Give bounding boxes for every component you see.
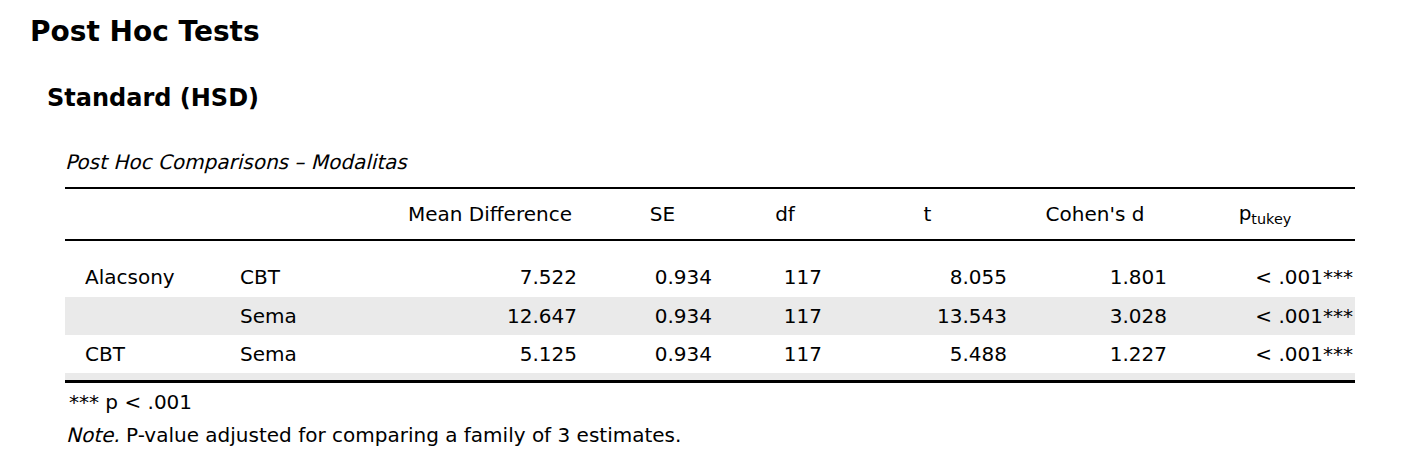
table-header-row: Mean Difference SE df t Cohen's d ptukey xyxy=(65,188,1355,240)
cell-group-a xyxy=(65,297,220,335)
table-row: Alacsony CBT 7.522 0.934 117 8.055 1.801… xyxy=(65,240,1355,297)
cell-group-b: Sema xyxy=(220,335,385,373)
cell-cohens-d: 1.801 xyxy=(1015,240,1175,297)
cell-group-b: CBT xyxy=(220,240,385,297)
header-p-tukey: ptukey xyxy=(1175,188,1355,240)
section-title: Post Hoc Tests xyxy=(30,16,1420,48)
cell-df: 117 xyxy=(730,297,840,335)
cell-cohens-d: 1.227 xyxy=(1015,335,1175,373)
table-caption: Post Hoc Comparisons – Modalitas xyxy=(65,150,1420,174)
note-label: Note. xyxy=(66,423,120,447)
cell-se: 0.934 xyxy=(595,297,730,335)
header-cohens-d: Cohen's d xyxy=(1015,188,1175,240)
table-row: Sema 12.647 0.934 117 13.543 3.028 < .00… xyxy=(65,297,1355,335)
subsection-title: Standard (HSD) xyxy=(47,84,1420,112)
table-bottom-stripe xyxy=(65,373,1355,382)
cell-p-tukey: < .001*** xyxy=(1175,240,1355,297)
header-se: SE xyxy=(595,188,730,240)
cell-t: 5.488 xyxy=(840,335,1015,373)
cell-mean-difference: 7.522 xyxy=(385,240,595,297)
table-row: CBT Sema 5.125 0.934 117 5.488 1.227 < .… xyxy=(65,335,1355,373)
post-hoc-comparisons-table: Mean Difference SE df t Cohen's d ptukey… xyxy=(65,187,1355,383)
cell-df: 117 xyxy=(730,240,840,297)
header-t: t xyxy=(840,188,1015,240)
header-group-a xyxy=(65,188,220,240)
p-subscript: tukey xyxy=(1251,211,1291,227)
significance-footnote: *** p < .001 xyxy=(69,390,1420,414)
cell-t: 13.543 xyxy=(840,297,1015,335)
cell-mean-difference: 12.647 xyxy=(385,297,595,335)
cell-se: 0.934 xyxy=(595,335,730,373)
header-mean-difference: Mean Difference xyxy=(385,188,595,240)
note-footnote: Note. P-value adjusted for comparing a f… xyxy=(66,423,1420,447)
cell-group-a: CBT xyxy=(65,335,220,373)
cell-p-tukey: < .001*** xyxy=(1175,335,1355,373)
cell-p-tukey: < .001*** xyxy=(1175,297,1355,335)
header-df: df xyxy=(730,188,840,240)
cell-se: 0.934 xyxy=(595,240,730,297)
cell-df: 117 xyxy=(730,335,840,373)
cell-group-a: Alacsony xyxy=(65,240,220,297)
cell-cohens-d: 3.028 xyxy=(1015,297,1175,335)
header-group-b xyxy=(220,188,385,240)
p-base: p xyxy=(1239,201,1252,225)
cell-group-b: Sema xyxy=(220,297,385,335)
cell-mean-difference: 5.125 xyxy=(385,335,595,373)
note-text: P-value adjusted for comparing a family … xyxy=(120,423,682,447)
cell-t: 8.055 xyxy=(840,240,1015,297)
results-panel: Post Hoc Tests Standard (HSD) Post Hoc C… xyxy=(0,16,1420,460)
